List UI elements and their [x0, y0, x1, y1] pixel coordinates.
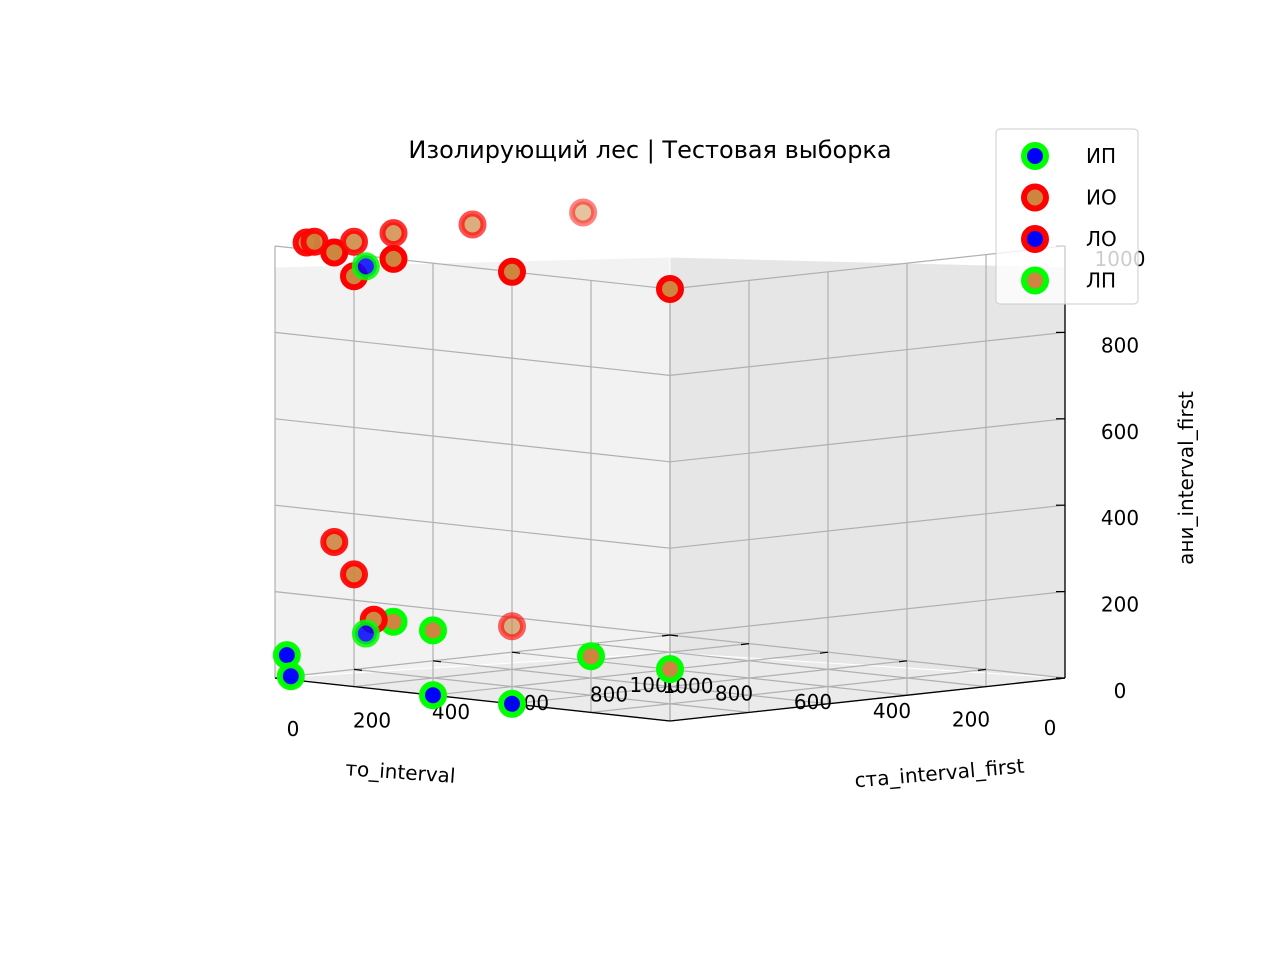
legend-entries: ИП ИО ЛО ЛП	[1021, 142, 1117, 295]
y-axis-label: ста_interval_first	[854, 754, 1026, 793]
legend-marker-1	[1021, 183, 1049, 212]
y-tick	[511, 651, 521, 654]
grid-floor-x	[590, 668, 987, 713]
y-tick	[669, 634, 679, 637]
data-point-1	[379, 219, 408, 248]
data-point-1	[458, 210, 487, 239]
y-tick-label: 0	[287, 717, 300, 741]
grid-left-z	[274, 418, 671, 463]
left-pane	[274, 256, 671, 679]
data-point-0	[351, 619, 380, 648]
grid-right-z	[669, 504, 1066, 549]
y-axis-line	[669, 677, 1066, 722]
grid-right-z	[669, 418, 1066, 463]
legend-label-2: ЛО	[1086, 227, 1117, 251]
legend-frame	[995, 128, 1139, 305]
grid-floor-x	[432, 651, 829, 696]
data-point-1	[656, 275, 684, 303]
x-tick-label: 600	[794, 690, 832, 714]
x-axis-label: то_interval	[345, 756, 457, 788]
y-tick	[432, 660, 442, 663]
x-tick	[819, 651, 829, 654]
z-tick-label: 600	[1101, 420, 1139, 444]
y-tick-label: 200	[353, 708, 391, 732]
chart-title: Изолирующий лес | Тестовая выборка	[408, 136, 891, 164]
data-point-1	[498, 612, 526, 641]
legend-label-0: ИП	[1086, 144, 1116, 168]
legend-marker-0	[1021, 142, 1049, 170]
data-point-1	[498, 257, 526, 286]
x-tick-label: 800	[715, 682, 753, 706]
data-point-3	[577, 642, 605, 671]
legend-marker-3	[1021, 266, 1049, 295]
right-pane	[669, 256, 1066, 679]
grid-left-z	[274, 331, 671, 376]
data-point-3	[656, 655, 684, 684]
legend: ИП ИО ЛО ЛП	[995, 128, 1139, 305]
data-point-1	[569, 198, 598, 227]
grid-floor-x	[353, 643, 750, 688]
data-point-0	[498, 689, 526, 718]
z-axis-label: ани_interval_first	[1174, 391, 1198, 565]
grid-floor-y	[432, 660, 829, 705]
legend-marker-2	[1021, 225, 1049, 253]
z-tick-label: 200	[1101, 593, 1139, 617]
grid-left-z	[274, 591, 671, 636]
tick-labels: 0002002002004004004006006006008008008001…	[287, 247, 1146, 741]
grid-floor-y	[669, 634, 1066, 679]
data-points	[272, 198, 684, 718]
grid-left-z	[274, 504, 671, 549]
z-tick-label: 800	[1101, 333, 1139, 357]
data-point-0	[419, 681, 447, 710]
z-tick-label: 400	[1101, 506, 1139, 530]
grid-floor-y	[590, 643, 987, 688]
data-point-0	[351, 252, 380, 281]
grid-floor-y	[353, 668, 750, 713]
data-point-3	[419, 616, 447, 645]
x-axis-line	[274, 677, 671, 722]
data-point-1	[379, 244, 408, 273]
x-tick-label: 200	[952, 707, 990, 731]
legend-label-1: ИО	[1086, 186, 1117, 210]
grid-right-z	[669, 591, 1066, 636]
grid-right-z	[669, 331, 1066, 376]
data-point-1	[320, 527, 349, 556]
x-tick	[977, 668, 987, 671]
data-point-0	[276, 662, 305, 691]
x-tick	[661, 634, 671, 637]
grid-floor-x	[274, 634, 671, 679]
x-tick-label: 0	[1044, 716, 1057, 740]
data-point-1	[300, 227, 329, 256]
grid-floor-x	[511, 660, 908, 705]
z-tick-label: 0	[1114, 679, 1127, 703]
y-tick-label: 800	[590, 683, 628, 707]
x-tick-label: 400	[873, 699, 911, 723]
y-tick	[353, 668, 363, 671]
legend-label-3: ЛП	[1086, 269, 1116, 293]
x-tick	[740, 643, 750, 646]
data-point-1	[340, 560, 368, 589]
data-point-1	[340, 227, 368, 256]
x-tick	[898, 660, 908, 663]
